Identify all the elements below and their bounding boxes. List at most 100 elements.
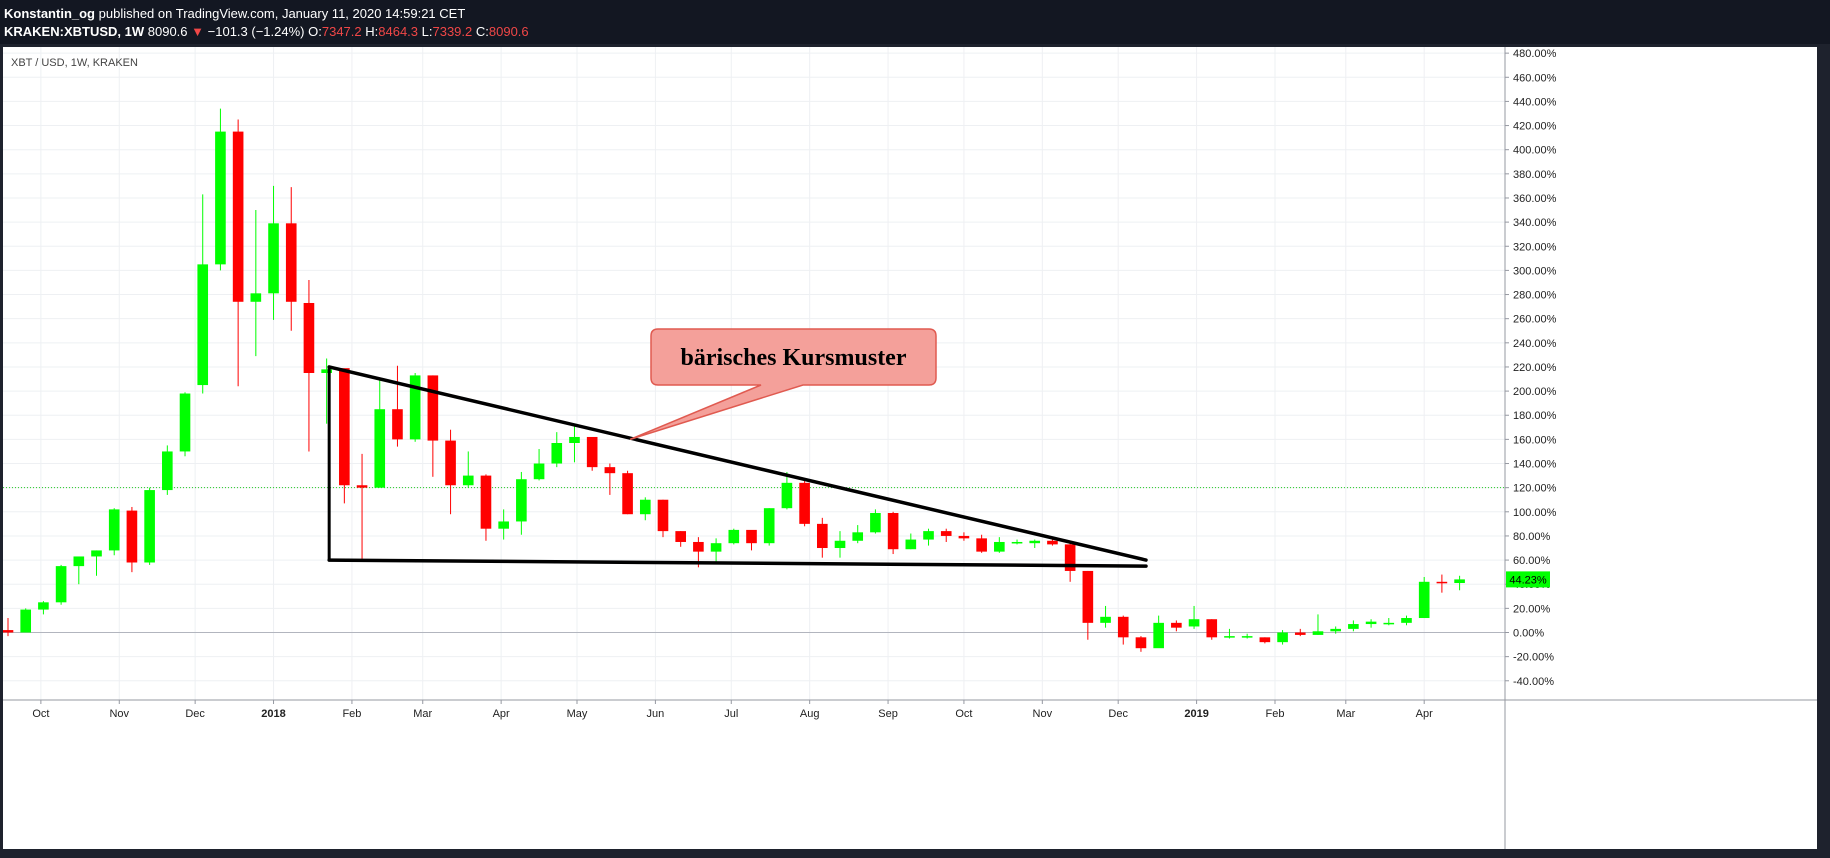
candle-body xyxy=(197,264,209,386)
x-tick-label: Apr xyxy=(1416,708,1433,720)
x-tick-label: 2018 xyxy=(261,708,285,720)
down-arrow-icon: ▼ xyxy=(191,24,205,39)
y-tick-label: 100.00% xyxy=(1513,507,1557,519)
chart-header: Konstantin_og published on TradingView.c… xyxy=(0,0,1830,44)
candle-body xyxy=(126,510,138,563)
x-tick-label: Mar xyxy=(413,708,432,720)
callout-bubble[interactable] xyxy=(629,328,937,441)
candle-body xyxy=(1418,581,1430,619)
resistance-trendline xyxy=(327,365,1148,562)
y-tick-label: 60.00% xyxy=(1513,555,1551,567)
y-tick-label: 360.00% xyxy=(1513,193,1557,205)
x-tick-label: Sep xyxy=(878,708,898,720)
chart-background xyxy=(3,47,1817,849)
candle-body xyxy=(356,485,368,488)
candles xyxy=(3,108,1465,652)
candle-body xyxy=(3,630,14,633)
candle-body xyxy=(250,293,262,302)
x-tick-label: Mar xyxy=(1336,708,1355,720)
open-value: 7347.2 xyxy=(321,24,362,39)
candle-body xyxy=(799,482,810,524)
candle-body xyxy=(1135,637,1147,649)
horizontal-lines xyxy=(3,487,1505,633)
author-name[interactable]: Konstantin_og xyxy=(4,6,95,21)
candle-body xyxy=(1117,616,1129,638)
candle-body xyxy=(1383,622,1395,625)
candle-body xyxy=(409,375,421,440)
candle-body xyxy=(73,556,85,567)
candle-body xyxy=(763,508,775,544)
y-tick-label: -40.00% xyxy=(1513,676,1554,688)
y-tick-label: 20.00% xyxy=(1513,603,1551,615)
x-tick-label: Nov xyxy=(1033,708,1053,720)
candle-body xyxy=(374,409,386,488)
candle-body xyxy=(480,475,492,529)
candle-body xyxy=(144,490,155,563)
x-tick-label: Jun xyxy=(647,708,665,720)
candle-body xyxy=(1188,619,1200,627)
candle-body xyxy=(639,499,651,515)
x-tick-label: Oct xyxy=(955,708,972,720)
y-tick-label: 440.00% xyxy=(1513,96,1557,108)
y-tick-label: 80.00% xyxy=(1513,531,1551,543)
candle-body xyxy=(1259,637,1271,643)
trendline-drawings[interactable] xyxy=(327,365,1148,568)
candle-body xyxy=(834,540,846,549)
candle-body xyxy=(870,513,881,533)
x-tick-label: Dec xyxy=(1108,708,1128,720)
y-tick-label: 280.00% xyxy=(1513,290,1557,302)
y-tick-label: 220.00% xyxy=(1513,362,1557,374)
candle-body xyxy=(516,479,527,522)
last-price: 8090.6 xyxy=(147,24,188,39)
candle-body xyxy=(1100,616,1111,623)
y-tick-label: -20.00% xyxy=(1513,652,1554,664)
callout-text: bärisches Kursmuster xyxy=(681,345,907,371)
x-tick-label: Apr xyxy=(493,708,510,720)
candle-body xyxy=(285,223,297,302)
candle-body xyxy=(232,131,244,302)
x-tick-label: Dec xyxy=(185,708,205,720)
open-label: O: xyxy=(308,24,322,39)
y-tick-label: 460.00% xyxy=(1513,72,1557,84)
candle-body xyxy=(1047,540,1058,545)
symbol-label: KRAKEN:XBTUSD, 1W xyxy=(4,24,145,39)
y-tick-label: 120.00% xyxy=(1513,483,1557,495)
y-tick-label: 240.00% xyxy=(1513,338,1557,350)
y-axis[interactable]: -40.00%-20.00%0.00%20.00%40.00%60.00%80.… xyxy=(1505,48,1557,688)
x-axis[interactable]: Oct Nov Dec 2018 Feb Mar Apr May Jun Jul Aug Sep Oct… xyxy=(32,700,1433,720)
x-tick-label: 2019 xyxy=(1184,708,1208,720)
candle-body xyxy=(551,443,563,464)
candle-body xyxy=(498,521,509,529)
candle-body xyxy=(1064,544,1076,571)
candle-body xyxy=(1401,618,1412,623)
x-tick-label: May xyxy=(567,708,588,720)
candle-body xyxy=(693,541,704,552)
x-tick-label: Feb xyxy=(1266,708,1285,720)
callout-annotation[interactable]: bärisches Kursmuster xyxy=(629,328,937,441)
x-tick-label: Feb xyxy=(342,708,361,720)
candle-body xyxy=(675,531,687,542)
candle-body xyxy=(462,475,474,486)
candle-body xyxy=(586,436,598,468)
y-tick-label: 300.00% xyxy=(1513,265,1557,277)
candle-body xyxy=(746,529,757,544)
candle-body xyxy=(1330,628,1341,632)
candle-body xyxy=(1153,622,1164,649)
candle-body xyxy=(303,302,315,373)
y-tick-label: 340.00% xyxy=(1513,217,1557,229)
y-tick-label: 400.00% xyxy=(1513,145,1557,157)
candle-body xyxy=(1224,636,1235,638)
support-trendline xyxy=(327,558,1148,568)
candle-body xyxy=(710,543,722,552)
candlestick-chart[interactable]: bärisches Kursmuster -40.00% -20.00% 0.00%… xyxy=(3,47,1817,849)
candle-body xyxy=(533,463,545,480)
current-value-badge: 44.23% xyxy=(1506,571,1550,588)
candle-body xyxy=(1029,540,1041,544)
candle-body xyxy=(20,609,32,633)
candle-body xyxy=(215,131,226,265)
candle-body xyxy=(392,409,403,440)
candle-body xyxy=(427,375,439,441)
y-tick-label: 140.00% xyxy=(1513,459,1557,471)
candle-body xyxy=(1348,624,1359,629)
candle-body xyxy=(1011,541,1023,544)
